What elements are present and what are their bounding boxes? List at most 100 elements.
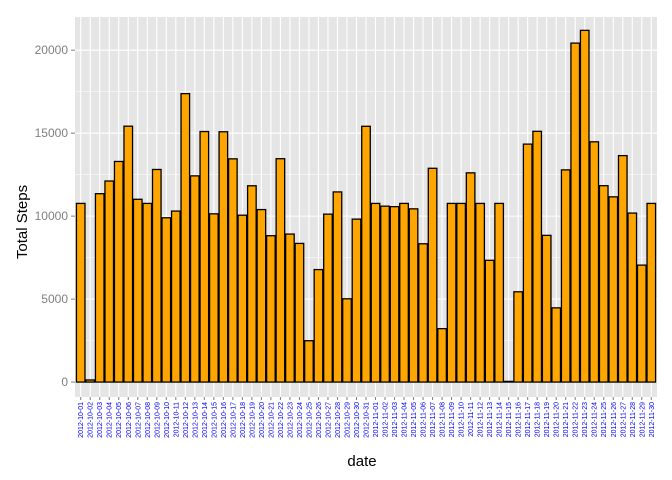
x-tick-label: 2012-11-28 [630, 402, 637, 437]
x-tick-label: 2012-11-27 [620, 402, 627, 437]
x-tick-label: 2012-10-31 [364, 402, 371, 438]
y-tick-label: 0 [61, 375, 68, 389]
x-tick-label: 2012-11-09 [449, 402, 456, 437]
bar-2012-10-29 [342, 298, 352, 383]
bar-2012-10-11 [170, 210, 181, 383]
x-tick-label: 2012-11-07 [430, 402, 437, 437]
bar-2012-11-09 [446, 202, 457, 383]
x-tick-label: 2012-10-19 [249, 402, 256, 438]
bar-2012-10-05 [113, 160, 124, 383]
bar-2012-11-26 [608, 196, 619, 383]
bar-2012-10-21 [265, 235, 276, 383]
bar-2012-11-05 [408, 208, 419, 383]
bar-2012-11-17 [522, 143, 533, 383]
x-tick-label: 2012-11-20 [554, 402, 561, 437]
x-tick-label: 2012-11-08 [440, 402, 447, 437]
bar-2012-10-19 [246, 185, 257, 383]
x-tick-label: 2012-11-06 [421, 402, 428, 437]
bar-2012-11-30 [646, 202, 657, 383]
x-tick-label: 2012-10-03 [97, 402, 104, 438]
x-tick-label: 2012-11-05 [411, 402, 418, 437]
bar-2012-10-20 [256, 208, 267, 383]
bar-2012-11-27 [617, 154, 628, 383]
x-tick-label: 2012-10-18 [240, 402, 247, 438]
x-tick-label: 2012-11-24 [592, 402, 599, 437]
bar-2012-10-23 [284, 233, 295, 383]
x-tick-label: 2012-10-14 [202, 402, 209, 438]
bar-2012-10-13 [189, 175, 200, 383]
bar-2012-10-31 [361, 125, 371, 383]
x-tick-label: 2012-11-15 [506, 402, 513, 437]
x-tick-label: 2012-11-26 [611, 402, 618, 437]
x-tick-label: 2012-10-04 [107, 402, 114, 438]
x-tick-label: 2012-10-24 [297, 402, 304, 438]
bar-2012-11-16 [513, 291, 524, 383]
y-tick-label: 15000 [35, 126, 69, 140]
x-tick-label: 2012-11-01 [373, 402, 380, 437]
x-tick-label: 2012-11-29 [639, 402, 646, 437]
bar-2012-10-04 [104, 180, 115, 383]
x-tick-label: 2012-10-02 [88, 402, 95, 438]
bar-2012-11-24 [589, 141, 600, 383]
bar-2012-11-12 [475, 202, 486, 383]
x-tick-label: 2012-10-20 [259, 402, 266, 438]
bar-2012-10-30 [351, 218, 362, 383]
bar-2012-10-27 [323, 213, 333, 383]
x-tick-label: 2012-11-03 [392, 402, 399, 437]
bar-2012-11-19 [541, 234, 552, 383]
y-ticks: 0 5000 10000 15000 20000 [35, 43, 75, 389]
x-axis-title: date [347, 453, 376, 470]
bar-2012-10-10 [161, 217, 172, 383]
bar-2012-11-11 [465, 172, 476, 383]
bar-2012-11-28 [627, 212, 638, 383]
x-tick-label: 2012-11-13 [487, 402, 494, 437]
y-axis-title: Total Steps [14, 185, 31, 259]
x-tick-label: 2012-11-22 [573, 402, 580, 437]
bar-2012-11-20 [551, 307, 562, 383]
bar-2012-10-18 [237, 214, 248, 383]
bar-2012-10-17 [227, 158, 238, 383]
bars [75, 29, 657, 383]
bar-2012-11-04 [399, 202, 409, 383]
bar-2012-11-21 [560, 169, 571, 383]
bar-2012-11-14 [494, 202, 505, 383]
bar-2012-10-12 [180, 92, 191, 383]
x-tick-label: 2012-10-27 [325, 402, 332, 438]
x-tick-label: 2012-10-13 [192, 402, 199, 438]
bar-2012-10-26 [313, 268, 324, 383]
x-tick-label: 2012-11-25 [601, 402, 608, 437]
x-tick-label: 2012-10-06 [126, 402, 133, 438]
x-tick-label: 2012-11-14 [497, 402, 504, 437]
x-tick-label: 2012-11-18 [535, 402, 542, 437]
y-tick-label: 10000 [35, 209, 69, 223]
bar-2012-11-22 [570, 42, 581, 383]
x-tick-label: 2012-11-04 [402, 402, 409, 437]
x-tick-label: 2012-11-16 [516, 402, 523, 437]
x-tick-label: 2012-10-17 [230, 402, 237, 438]
bar-2012-11-29 [636, 264, 647, 383]
bar-2012-11-08 [437, 327, 448, 383]
x-tick-label: 2012-10-22 [278, 402, 285, 438]
bar-2012-10-22 [275, 158, 286, 383]
bar-2012-10-14 [199, 130, 210, 383]
bar-2012-10-09 [151, 168, 162, 383]
bar-2012-10-07 [132, 198, 143, 383]
x-tick-label: 2012-11-30 [649, 402, 656, 437]
bar-2012-10-02 [85, 379, 96, 383]
bar-2012-11-23 [579, 29, 590, 383]
bar-2012-11-25 [598, 185, 609, 383]
bar-2012-10-03 [94, 193, 105, 383]
bar-2012-11-06 [418, 243, 428, 383]
bar-2012-11-13 [484, 259, 495, 383]
x-tick-label: 2012-11-17 [525, 402, 532, 437]
bar-2012-10-25 [304, 340, 314, 383]
bar-2012-10-01 [75, 202, 86, 383]
y-tick-label: 20000 [35, 43, 69, 57]
x-ticks: 2012-10-01 2012-10-02 2012-10-03 2012-10-04… [78, 397, 656, 438]
y-tick-label: 5000 [41, 292, 68, 306]
x-tick-label: 2012-10-28 [335, 402, 342, 438]
x-tick-label: 2012-10-12 [183, 402, 190, 438]
x-tick-label: 2012-10-01 [78, 402, 85, 438]
x-tick-label: 2012-10-16 [221, 402, 228, 438]
